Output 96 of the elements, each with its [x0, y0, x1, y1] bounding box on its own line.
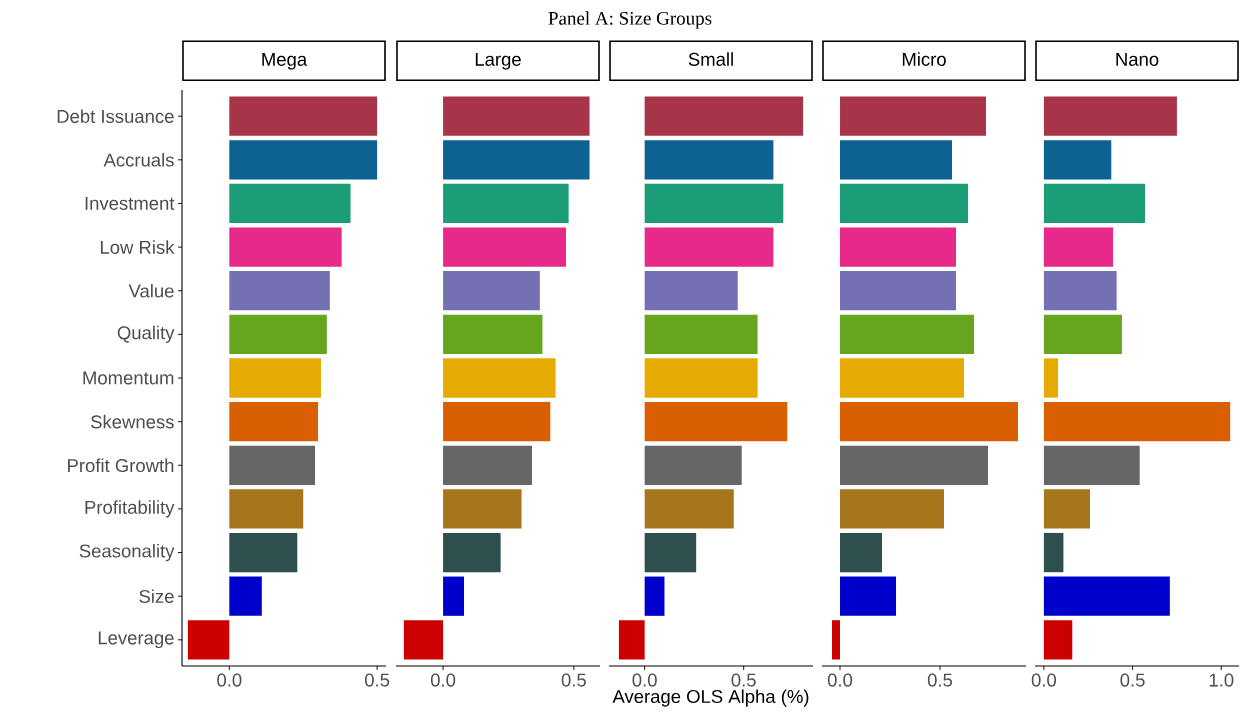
bar	[403, 620, 444, 660]
bar	[1043, 96, 1177, 136]
bar	[229, 489, 304, 529]
bar	[1043, 489, 1091, 529]
bar	[644, 576, 665, 616]
bar	[443, 445, 532, 485]
bar	[187, 620, 230, 660]
bar	[644, 183, 784, 224]
x-tick-label: 0.0	[827, 673, 853, 687]
x-tick-label: 0.0	[632, 673, 657, 687]
bar	[229, 183, 351, 224]
bar	[443, 314, 543, 354]
bar	[443, 96, 590, 136]
chart-subtitle: Mega	[262, 52, 308, 70]
bar	[840, 96, 987, 136]
bar	[1043, 314, 1122, 354]
y-tick-label: Accruals	[103, 153, 174, 167]
bar	[229, 314, 327, 354]
x-tick-label: 0.0	[1031, 673, 1057, 687]
bar	[229, 271, 330, 311]
bar	[832, 620, 841, 660]
bar	[840, 576, 897, 616]
bar	[1043, 183, 1145, 224]
bar	[229, 532, 298, 573]
bar	[840, 402, 1019, 442]
x-tick-label: 0.5	[927, 673, 953, 687]
bar	[1043, 576, 1170, 616]
bar	[229, 402, 318, 442]
chart-subtitle: Small	[688, 52, 733, 66]
bar	[229, 140, 378, 180]
y-tick-label: Profit Growth	[68, 458, 174, 473]
y-tick-label: Leverage	[98, 631, 174, 649]
bar	[229, 445, 316, 485]
bar	[840, 271, 957, 311]
y-tick-label: Quality	[117, 325, 175, 343]
bar	[443, 358, 556, 398]
bar	[229, 358, 321, 398]
x-tick-label: 0.0	[430, 673, 456, 687]
bar	[644, 445, 742, 485]
bar	[229, 227, 342, 267]
chart-title: Panel A: Size Groups	[548, 11, 712, 29]
bar	[840, 314, 975, 354]
bar	[840, 489, 945, 529]
bar	[1043, 271, 1117, 311]
bar	[840, 183, 969, 224]
bar	[644, 402, 788, 442]
y-tick-label: Momentum	[83, 371, 174, 385]
y-tick-label: Seasonality	[79, 543, 175, 562]
bar	[644, 271, 738, 311]
x-axis-title: Average OLS Alpha (%)	[612, 689, 809, 707]
x-tick-label: 1.0	[1209, 673, 1234, 687]
bar	[1043, 140, 1112, 180]
chart-subtitle: Large	[475, 52, 521, 70]
x-tick-label: 0.0	[217, 673, 242, 687]
bar	[229, 96, 378, 136]
bar	[840, 140, 953, 180]
x-tick-label: 0.5	[731, 673, 756, 687]
y-tick-label: Profitability	[85, 500, 175, 518]
y-tick-label: Size	[139, 589, 174, 603]
bar	[644, 314, 758, 354]
y-tick-label: Investment	[85, 197, 175, 210]
bar	[443, 140, 590, 180]
bar	[443, 532, 501, 573]
bar	[840, 227, 957, 267]
x-tick-label: 0.5	[1120, 673, 1145, 687]
bar	[229, 576, 262, 616]
bar	[840, 358, 965, 398]
bar	[840, 532, 883, 573]
bar	[644, 140, 774, 180]
bar	[443, 183, 569, 224]
x-tick-label: 0.5	[561, 673, 586, 687]
bar	[840, 445, 989, 485]
bar	[1043, 620, 1073, 660]
bar	[443, 402, 551, 442]
bar	[1043, 358, 1059, 398]
y-tick-label: Value	[128, 283, 174, 298]
bar	[644, 227, 774, 267]
chart-subtitle: Nano	[1116, 52, 1159, 66]
bar	[644, 358, 758, 398]
bar	[443, 489, 522, 529]
bar	[443, 227, 566, 267]
bar	[443, 271, 540, 311]
bar	[644, 96, 804, 136]
bar	[1043, 402, 1231, 442]
bar	[1043, 532, 1064, 573]
bar	[1043, 227, 1114, 267]
bar	[644, 489, 734, 529]
y-tick-label: Debt Issuance	[57, 109, 174, 123]
bar	[618, 620, 645, 660]
y-tick-label: Low Risk	[100, 240, 175, 254]
chart-subtitle: Micro	[902, 52, 946, 66]
bar	[644, 532, 697, 573]
x-tick-label: 0.5	[364, 673, 390, 687]
y-tick-label: Skewness	[91, 414, 174, 429]
bar	[443, 576, 464, 616]
bar	[1043, 445, 1140, 485]
